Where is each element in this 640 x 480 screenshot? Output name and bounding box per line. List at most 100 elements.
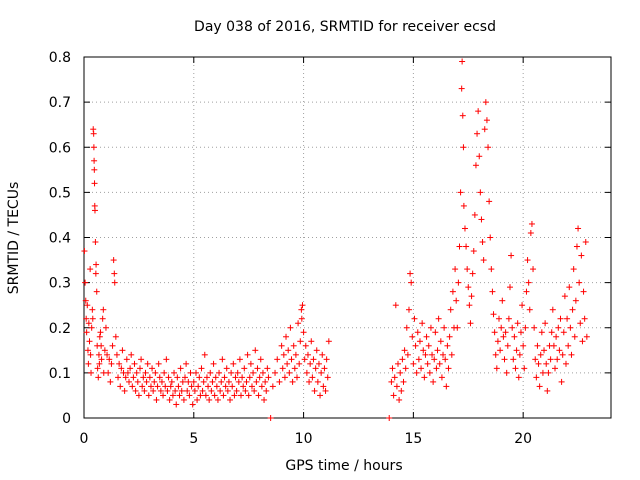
- data-point: [158, 378, 165, 385]
- data-point: [236, 356, 243, 363]
- data-point: [104, 351, 111, 358]
- data-point: [209, 378, 216, 385]
- data-point: [90, 130, 97, 137]
- data-point: [549, 306, 556, 313]
- data-point: [254, 365, 261, 372]
- data-point: [543, 360, 550, 367]
- data-point: [291, 365, 298, 372]
- y-axis-title: SRMTID / TECUs: [6, 182, 22, 295]
- data-point: [533, 374, 540, 381]
- data-point: [122, 374, 129, 381]
- data-point: [500, 333, 507, 340]
- data-point: [101, 347, 108, 354]
- data-point: [210, 360, 217, 367]
- data-point: [230, 360, 237, 367]
- data-point: [96, 360, 103, 367]
- data-point: [458, 85, 465, 92]
- data-point: [111, 279, 118, 286]
- data-point: [85, 360, 92, 367]
- data-point: [147, 383, 154, 390]
- data-point: [583, 333, 590, 340]
- data-point: [482, 99, 489, 106]
- data-point: [201, 351, 208, 358]
- data-point: [83, 329, 90, 336]
- data-point: [492, 351, 499, 358]
- data-point: [410, 360, 417, 367]
- data-point: [146, 374, 153, 381]
- data-point: [318, 369, 325, 376]
- data-point: [123, 356, 130, 363]
- data-point: [479, 239, 486, 246]
- data-point: [89, 315, 96, 322]
- data-point: [568, 351, 575, 358]
- data-point: [135, 392, 142, 399]
- data-point: [113, 351, 120, 358]
- data-point: [448, 351, 455, 358]
- data-point: [308, 338, 315, 345]
- data-point: [145, 392, 152, 399]
- data-point: [460, 202, 467, 209]
- data-point: [98, 356, 105, 363]
- data-point: [189, 401, 196, 408]
- data-point: [255, 392, 262, 399]
- data-point: [436, 360, 443, 367]
- data-point: [526, 306, 533, 313]
- data-point: [185, 378, 192, 385]
- data-point: [555, 324, 562, 331]
- data-point: [92, 239, 99, 246]
- data-point: [502, 329, 509, 336]
- data-point: [457, 189, 464, 196]
- data-point: [182, 374, 189, 381]
- data-point: [229, 383, 236, 390]
- data-point: [315, 360, 322, 367]
- data-point: [131, 360, 138, 367]
- data-point: [163, 356, 170, 363]
- data-point: [576, 279, 583, 286]
- data-point: [306, 378, 313, 385]
- data-point: [421, 374, 428, 381]
- data-point: [412, 342, 419, 349]
- data-point: [132, 387, 139, 394]
- data-point: [117, 383, 124, 390]
- data-point: [560, 329, 567, 336]
- data-point: [195, 383, 202, 390]
- data-point: [307, 360, 314, 367]
- x-axis-title: GPS time / hours: [285, 458, 402, 474]
- data-point: [497, 347, 504, 354]
- data-point: [527, 229, 534, 236]
- data-point: [187, 369, 194, 376]
- data-point: [426, 369, 433, 376]
- data-point: [97, 329, 104, 336]
- data-point: [398, 387, 405, 394]
- data-point: [519, 302, 526, 309]
- y-tick-label: 0.2: [49, 321, 71, 337]
- data-point: [532, 356, 539, 363]
- data-point: [494, 338, 501, 345]
- x-tick-label: 10: [295, 431, 313, 447]
- data-point: [562, 360, 569, 367]
- data-point: [82, 279, 89, 286]
- data-point: [485, 144, 492, 151]
- data-point: [488, 266, 495, 273]
- data-point: [279, 365, 286, 372]
- data-point: [281, 374, 288, 381]
- data-point: [435, 315, 442, 322]
- data-point: [83, 315, 90, 322]
- data-point: [395, 360, 402, 367]
- y-tick-label: 0.7: [49, 95, 71, 111]
- data-point: [476, 153, 483, 160]
- data-point: [581, 315, 588, 322]
- data-point: [151, 378, 158, 385]
- data-point: [399, 356, 406, 363]
- data-point: [259, 369, 266, 376]
- data-point: [577, 320, 584, 327]
- data-points: [81, 58, 590, 421]
- data-point: [418, 365, 425, 372]
- data-point: [472, 162, 479, 169]
- data-point: [188, 383, 195, 390]
- data-point: [441, 324, 448, 331]
- data-point: [223, 365, 230, 372]
- data-point: [130, 374, 137, 381]
- data-point: [420, 347, 427, 354]
- data-point: [498, 324, 505, 331]
